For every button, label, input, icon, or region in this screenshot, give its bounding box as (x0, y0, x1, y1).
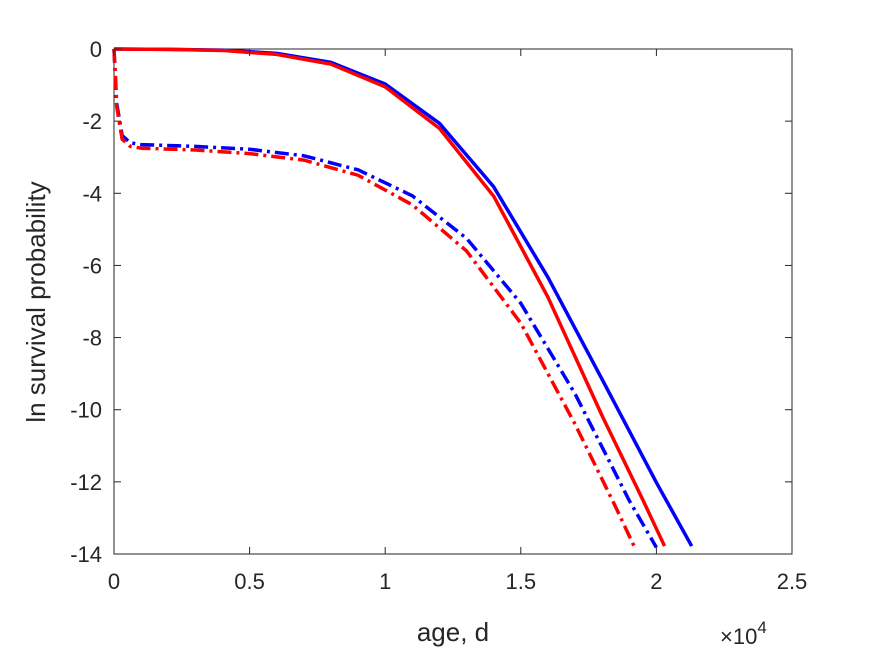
x-axis-ticks: 0 0.5 1 1.5 2 2.5 (108, 49, 807, 594)
x-axis-multiplier-base: ×10 (720, 624, 757, 649)
y-tick-label: -4 (82, 181, 102, 206)
y-axis-ticks: 0 -2 -4 -6 -8 -10 -12 -14 (70, 37, 792, 567)
plot-area-frame (113, 48, 793, 555)
y-tick-label: -12 (70, 470, 102, 495)
x-tick-label: 1.5 (506, 569, 537, 594)
x-axis-multiplier-exponent: 4 (757, 618, 766, 637)
y-tick-label: -14 (70, 542, 102, 567)
x-axis-label: age, d (417, 617, 489, 647)
y-tick-label: 0 (90, 37, 102, 62)
x-axis-multiplier: ×104 (720, 618, 767, 649)
series-line-3 (112, 48, 658, 549)
y-tick-label: -6 (82, 253, 102, 278)
x-tick-label: 1 (379, 569, 391, 594)
series-layer (112, 47, 694, 549)
x-tick-label: 2 (650, 569, 662, 594)
x-tick-label: 2.5 (777, 569, 808, 594)
y-tick-label: -10 (70, 398, 102, 423)
y-axis-label: ln survival probability (21, 181, 51, 422)
x-tick-label: 0.5 (234, 569, 265, 594)
series-line-4 (112, 48, 637, 549)
x-tick-label: 0 (108, 569, 120, 594)
y-tick-label: -2 (82, 109, 102, 134)
y-tick-label: -8 (82, 326, 102, 351)
series-line-2 (113, 47, 667, 547)
